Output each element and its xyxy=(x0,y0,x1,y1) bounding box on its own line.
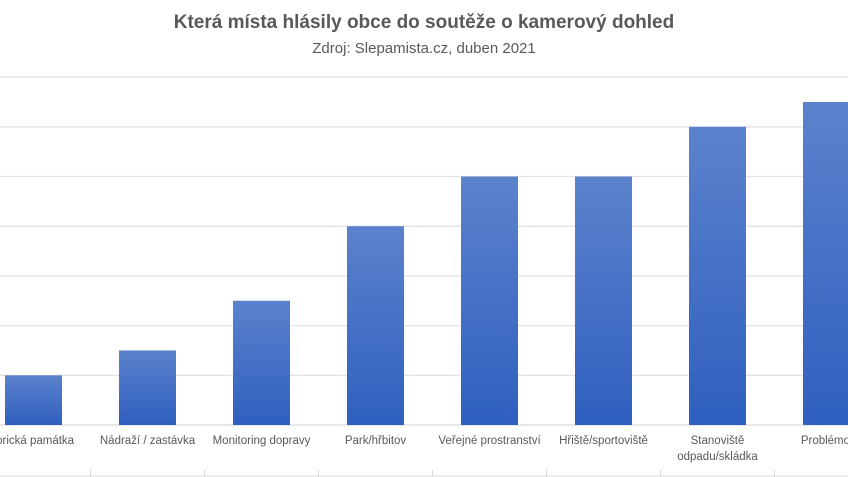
x-tick-label: Stanoviště xyxy=(691,435,745,447)
bar-0 xyxy=(5,375,62,425)
bar-5 xyxy=(575,176,632,425)
x-tick-label: odpadu/skládka xyxy=(677,451,758,463)
chart-title: Která místa hlásily obce do soutěže o ka… xyxy=(173,12,675,33)
bar-1 xyxy=(119,350,176,425)
x-tick-label: Problémová xyxy=(801,435,848,447)
bar-7 xyxy=(803,101,848,425)
x-tick-label: Monitoring dopravy xyxy=(213,435,311,447)
x-tick-label: Hřiště/sportoviště xyxy=(559,435,648,447)
bar-3 xyxy=(347,226,404,425)
x-tick-label: Veřejné prostranství xyxy=(438,435,541,447)
bar-2 xyxy=(233,300,290,425)
chart-subtitle: Zdroj: Slepamista.cz, duben 2021 xyxy=(312,40,536,57)
bar-6 xyxy=(689,126,746,426)
bar-4 xyxy=(461,176,518,425)
x-tick-label: torická památka xyxy=(0,435,75,447)
x-tick-label: Nádraží / zastávka xyxy=(100,435,196,447)
x-tick-label: Park/hřbitov xyxy=(345,435,407,447)
